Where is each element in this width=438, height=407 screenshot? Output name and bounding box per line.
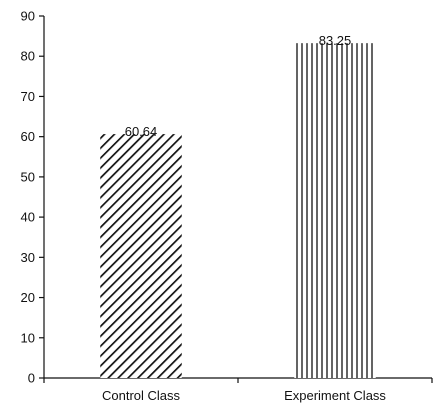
y-axis: 0 10 20 30 40 50 60 70 80 90 — [21, 9, 45, 386]
bar-control-class — [100, 134, 182, 378]
bar-experiment-class — [294, 43, 376, 379]
y-tick-label: 10 — [21, 330, 35, 345]
y-tick-label: 40 — [21, 210, 35, 225]
y-tick-label: 20 — [21, 290, 35, 305]
x-axis: Control Class Experiment Class — [43, 377, 433, 403]
y-tick-label: 60 — [21, 129, 35, 144]
y-tick-label: 90 — [21, 9, 35, 24]
x-tick-label: Experiment Class — [284, 388, 386, 403]
y-tick-label: 70 — [21, 89, 35, 104]
x-tick-label: Control Class — [102, 388, 181, 403]
y-tick-label: 50 — [21, 169, 35, 184]
y-tick-label: 80 — [21, 49, 35, 64]
data-label: 60.64 — [125, 124, 158, 139]
data-label: 83.25 — [319, 33, 352, 48]
y-tick-label: 30 — [21, 250, 35, 265]
bars: 60.64 83.25 — [100, 33, 376, 379]
y-tick-label: 0 — [28, 371, 35, 386]
